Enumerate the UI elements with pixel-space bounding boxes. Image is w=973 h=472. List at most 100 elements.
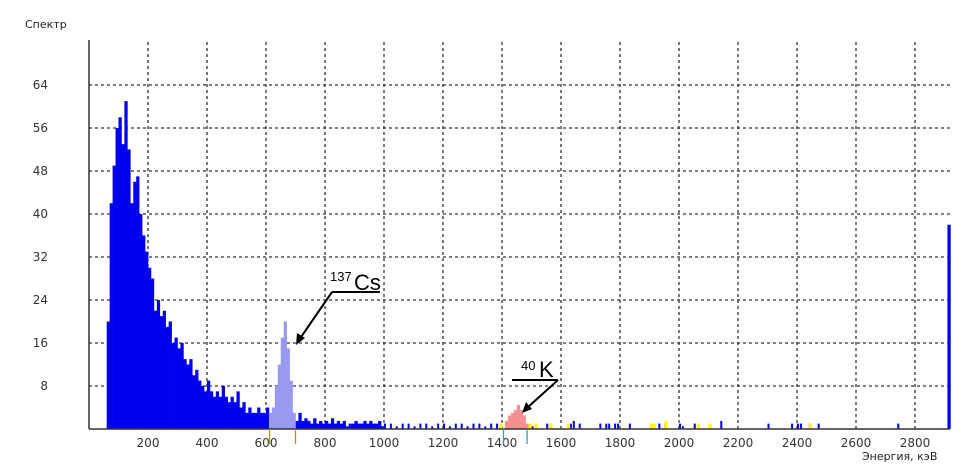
bar-spectrum: [192, 375, 196, 429]
bar-spectrum: [472, 423, 475, 429]
bar-spectrum: [168, 321, 172, 429]
bar-spectrum: [693, 423, 696, 429]
bar-spectrum: [531, 426, 534, 429]
bar-spectrum: [257, 407, 261, 429]
cs-arrow-head: [296, 333, 305, 345]
bar-cs_roi: [292, 412, 296, 429]
bar-spectrum: [295, 420, 299, 429]
bar-spectrum: [897, 423, 900, 429]
bar-spectrum: [260, 412, 264, 429]
bar-k_roi: [504, 420, 509, 429]
bar-spectrum: [136, 176, 140, 429]
x-tick-label: 800: [314, 436, 337, 450]
bar-spectrum: [799, 423, 802, 429]
bar-spectrum: [947, 224, 951, 429]
bar-spectrum: [212, 396, 217, 429]
x-tick-label: 1600: [546, 436, 577, 450]
bar-spectrum: [174, 337, 178, 429]
bar-spectrum: [118, 117, 122, 429]
bar-cs_roi: [268, 412, 273, 429]
bar-cs_roi: [283, 321, 287, 429]
bar-spectrum: [413, 426, 416, 429]
x-tick-label: 1000: [369, 436, 400, 450]
spectrum-bars: [106, 101, 951, 429]
y-tick-label: 48: [33, 164, 48, 178]
bar-background: [499, 423, 503, 429]
bar-spectrum: [319, 420, 323, 429]
bar-spectrum: [614, 423, 617, 429]
tick-labels: 200 400 600 800 1000 1200 1400 1600 1800 2000 2200…: [33, 78, 931, 450]
bar-spectrum: [150, 278, 155, 429]
bar-spectrum: [401, 423, 404, 429]
bar-spectrum: [791, 423, 794, 429]
bar-spectrum: [254, 412, 258, 429]
bar-spectrum: [148, 267, 152, 429]
bar-background: [549, 423, 553, 429]
bar-spectrum: [425, 423, 428, 429]
bar-spectrum: [121, 144, 125, 429]
bar-background: [652, 423, 656, 429]
bar-spectrum: [109, 203, 113, 429]
bar-spectrum: [490, 423, 493, 429]
bar-spectrum: [599, 423, 602, 429]
bar-spectrum: [572, 420, 575, 429]
bar-spectrum: [407, 423, 410, 429]
roi-markers: [268, 429, 528, 444]
x-tick-label: 1400: [487, 436, 518, 450]
k-arrow-head: [522, 402, 532, 413]
bar-spectrum: [180, 343, 184, 429]
bar-spectrum: [266, 407, 270, 429]
bar-spectrum: [198, 380, 202, 429]
bar-spectrum: [351, 423, 355, 429]
bar-background: [566, 423, 571, 429]
bar-spectrum: [162, 310, 166, 429]
bar-spectrum: [466, 426, 469, 429]
bar-spectrum: [767, 423, 770, 429]
bar-background: [708, 423, 712, 429]
bar-spectrum: [378, 420, 382, 429]
x-tick-label: 2000: [664, 436, 695, 450]
bar-k_roi: [519, 410, 523, 429]
bar-spectrum: [159, 316, 164, 429]
bar-spectrum: [310, 423, 314, 429]
bar-spectrum: [342, 420, 346, 429]
bar-spectrum: [298, 412, 302, 429]
bar-spectrum: [224, 396, 228, 429]
bar-spectrum: [389, 423, 392, 429]
bar-spectrum: [658, 423, 661, 429]
bar-spectrum: [133, 181, 137, 429]
bar-spectrum: [484, 426, 487, 429]
axes: [88, 40, 950, 430]
bar-spectrum: [142, 235, 146, 429]
bar-spectrum: [106, 321, 110, 429]
bar-spectrum: [201, 386, 205, 429]
annotation-cs137: 137 Cs: [296, 269, 381, 345]
bar-spectrum: [569, 423, 572, 429]
x-tick-label: 400: [196, 436, 219, 450]
x-tick-label: 2200: [723, 436, 754, 450]
bar-background: [664, 420, 668, 429]
y-tick-label: 56: [33, 121, 48, 135]
bar-spectrum: [720, 420, 723, 429]
bar-background: [649, 423, 653, 429]
bar-spectrum: [189, 359, 193, 429]
x-axis-label: Энергия, кэВ: [862, 450, 938, 463]
bar-spectrum: [218, 396, 223, 429]
bar-cs_roi: [274, 386, 279, 429]
bar-spectrum: [301, 420, 305, 429]
cs-element: Cs: [354, 270, 381, 295]
bar-spectrum: [221, 386, 225, 429]
bar-spectrum: [177, 348, 181, 429]
bar-spectrum: [608, 423, 611, 429]
bar-spectrum: [204, 391, 208, 429]
bar-spectrum: [339, 423, 343, 429]
bar-background: [528, 423, 532, 429]
x-tick-label: 2800: [900, 436, 931, 450]
bar-spectrum: [183, 359, 187, 429]
bar-spectrum: [448, 426, 451, 429]
bar-background: [534, 423, 538, 429]
bar-spectrum: [316, 423, 320, 429]
bar-spectrum: [227, 402, 231, 429]
x-tick-label: 200: [137, 436, 160, 450]
